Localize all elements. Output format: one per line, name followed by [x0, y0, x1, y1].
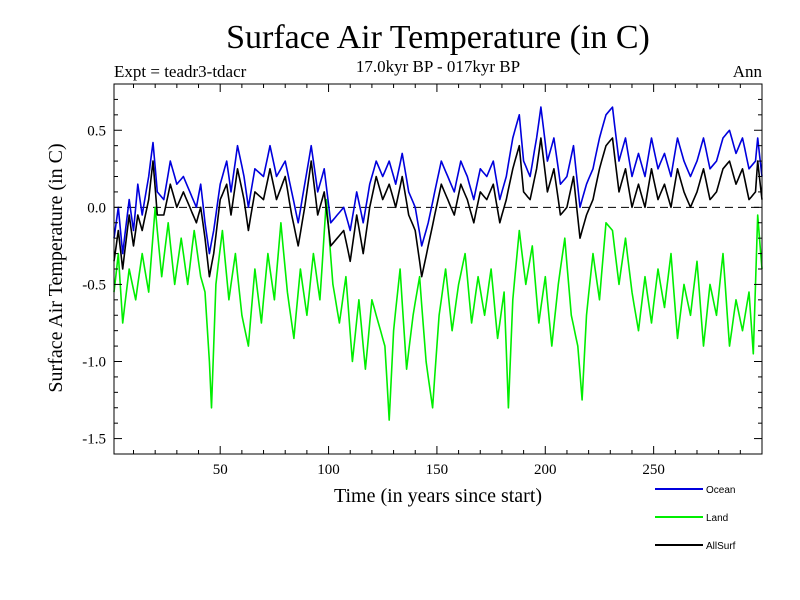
- x-tick-label: 200: [534, 462, 557, 478]
- legend-label-land: Land: [706, 513, 728, 524]
- y-tick-label: 0.5: [87, 123, 106, 139]
- legend-label-allsurf: AllSurf: [706, 541, 736, 552]
- series-line-allsurf: [113, 137, 763, 278]
- y-tick-label: -1.0: [82, 355, 106, 371]
- x-tick-label: 50: [213, 462, 228, 478]
- x-axis-ticks: 50 100 150 200 250: [133, 84, 741, 478]
- y-axis-ticks: 0.5 0.0 -0.5 -1.0 -1.5: [82, 98, 762, 448]
- legend: Ocean Land AllSurf: [655, 485, 736, 552]
- y-axis-label: Surface Air Temperature (in C): [45, 143, 67, 392]
- chart-subtitle: 17.0kyr BP - 017kyr BP: [356, 57, 520, 76]
- y-tick-label: -1.5: [82, 432, 106, 448]
- chart-title: Surface Air Temperature (in C): [226, 19, 650, 56]
- season-label: Ann: [733, 62, 763, 81]
- y-tick-label: -0.5: [82, 277, 106, 293]
- y-tick-label: 0.0: [87, 200, 106, 216]
- x-tick-label: 250: [642, 462, 665, 478]
- legend-label-ocean: Ocean: [706, 485, 735, 496]
- x-tick-label: 150: [426, 462, 449, 478]
- series-line-land: [113, 198, 763, 421]
- x-tick-label: 100: [317, 462, 340, 478]
- series-layer: [113, 106, 763, 421]
- x-axis-label: Time (in years since start): [334, 485, 542, 507]
- experiment-label: Expt = teadr3-tdacr: [114, 62, 247, 81]
- series-line-ocean: [113, 106, 763, 255]
- plot-area: 50 100 150 200 250 0.5 0.0 -0.5 -1.0 -1.5: [82, 83, 763, 478]
